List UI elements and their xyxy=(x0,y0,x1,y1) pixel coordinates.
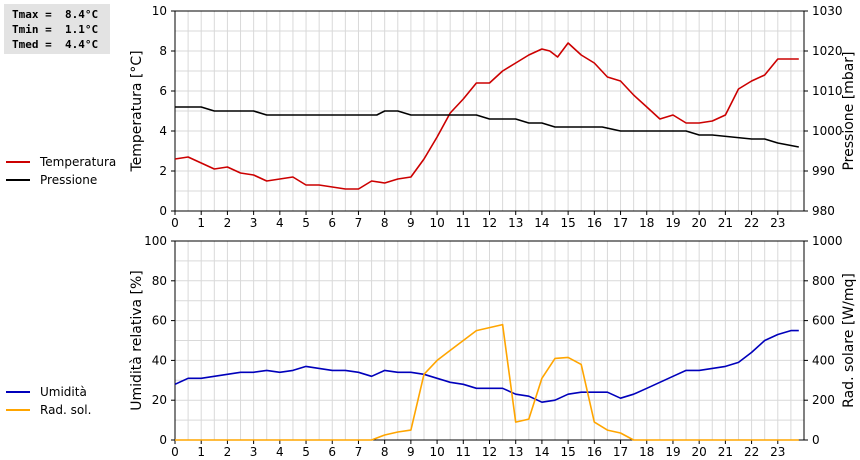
top-ytick-label: 2 xyxy=(159,164,167,178)
legend-swatch-pressione xyxy=(6,179,30,181)
top-xtick-label: 5 xyxy=(302,216,310,230)
legend-swatch-umidita xyxy=(6,391,30,393)
top-xtick-label: 20 xyxy=(692,216,707,230)
top-xtick-label: 6 xyxy=(328,216,336,230)
top-y2tick-label: 980 xyxy=(812,204,835,218)
top-y2tick-label: 1020 xyxy=(812,44,843,58)
series-line-rad-sol xyxy=(175,323,799,441)
top-xtick-label: 11 xyxy=(456,216,471,230)
bottom-y2tick-label: 800 xyxy=(812,274,835,288)
bottom-xtick-label: 8 xyxy=(381,445,389,459)
top-xtick-label: 14 xyxy=(534,216,549,230)
legend-item-umidita: Umidità xyxy=(6,384,87,400)
stat-tmin: Tmin = 1.1°C xyxy=(12,23,99,36)
bottom-ytick-label: 80 xyxy=(152,274,167,288)
bottom-xtick-label: 7 xyxy=(355,445,363,459)
top-xtick-label: 18 xyxy=(639,216,654,230)
bottom-xtick-label: 13 xyxy=(508,445,523,459)
top-ytick-label: 0 xyxy=(159,204,167,218)
top-xtick-label: 23 xyxy=(770,216,785,230)
bottom-y2tick-label: 1000 xyxy=(812,234,843,248)
legend-swatch-rad-sol xyxy=(6,409,30,411)
bottom-xtick-label: 16 xyxy=(587,445,602,459)
top-xtick-label: 13 xyxy=(508,216,523,230)
bottom-y2tick-label: 600 xyxy=(812,314,835,328)
top-xtick-label: 1 xyxy=(197,216,205,230)
bottom-y2label: Rad. solare [W/mq] xyxy=(841,273,857,408)
stat-tmax: Tmax = 8.4°C xyxy=(12,8,99,21)
bottom-ytick-label: 100 xyxy=(144,234,167,248)
top-ytick-label: 6 xyxy=(159,84,167,98)
bottom-ytick-label: 20 xyxy=(152,393,167,407)
top-ytick-label: 10 xyxy=(152,4,167,18)
bottom-xtick-label: 1 xyxy=(197,445,205,459)
bottom-ytick-label: 0 xyxy=(159,433,167,447)
series-line-pressione xyxy=(175,106,799,148)
bottom-xtick-label: 12 xyxy=(482,445,497,459)
legend-swatch-temperatura xyxy=(6,161,30,163)
top-y2tick-label: 1000 xyxy=(812,124,843,138)
bottom-y2tick-label: 400 xyxy=(812,353,835,367)
legend-label-rad-sol: Rad. sol. xyxy=(40,403,92,417)
top-xtick-label: 4 xyxy=(276,216,284,230)
bottom-xtick-label: 22 xyxy=(744,445,759,459)
top-xtick-label: 8 xyxy=(381,216,389,230)
bottom-y2tick-label: 0 xyxy=(812,433,820,447)
top-xtick-label: 9 xyxy=(407,216,415,230)
top-xtick-label: 16 xyxy=(587,216,602,230)
top-xtick-label: 19 xyxy=(665,216,680,230)
bottom-xtick-label: 0 xyxy=(171,445,179,459)
top-xtick-label: 22 xyxy=(744,216,759,230)
top-xtick-label: 3 xyxy=(250,216,258,230)
top-xtick-label: 7 xyxy=(355,216,363,230)
top-xtick-label: 10 xyxy=(429,216,444,230)
bottom-xtick-label: 2 xyxy=(224,445,232,459)
bottom-xtick-label: 9 xyxy=(407,445,415,459)
series-line-umidit xyxy=(174,329,799,404)
top-ytick-label: 4 xyxy=(159,124,167,138)
top-y2tick-label: 990 xyxy=(812,164,835,178)
bottom-xtick-label: 11 xyxy=(456,445,471,459)
top-y2tick-label: 1010 xyxy=(812,84,843,98)
legend-label-pressione: Pressione xyxy=(40,173,98,187)
top-y2label: Pressione [mbar] xyxy=(841,51,857,170)
top-xtick-label: 2 xyxy=(224,216,232,230)
top-xtick-label: 0 xyxy=(171,216,179,230)
top-ylabel: Temperatura [°C] xyxy=(129,50,145,172)
bottom-xtick-label: 14 xyxy=(534,445,549,459)
top-xtick-label: 17 xyxy=(613,216,628,230)
bottom-xtick-label: 10 xyxy=(429,445,444,459)
bottom-xtick-label: 23 xyxy=(770,445,785,459)
stats-box: Tmax = 8.4°C Tmin = 1.1°C Tmed = 4.4°C xyxy=(4,4,110,54)
legend-item-pressione: Pressione xyxy=(6,172,97,188)
bottom-xtick-label: 5 xyxy=(302,445,310,459)
bottom-xtick-label: 6 xyxy=(328,445,336,459)
bottom-xtick-label: 4 xyxy=(276,445,284,459)
bottom-y2tick-label: 200 xyxy=(812,393,835,407)
bottom-xtick-label: 20 xyxy=(692,445,707,459)
legend-item-temperatura: Temperatura xyxy=(6,154,116,170)
stat-tmed: Tmed = 4.4°C xyxy=(12,38,99,51)
bottom-xtick-label: 18 xyxy=(639,445,654,459)
bottom-xtick-label: 15 xyxy=(560,445,575,459)
bottom-xtick-label: 19 xyxy=(665,445,680,459)
top-xtick-label: 21 xyxy=(718,216,733,230)
bottom-xtick-label: 17 xyxy=(613,445,628,459)
top-xtick-label: 15 xyxy=(560,216,575,230)
bottom-ytick-label: 40 xyxy=(152,353,167,367)
top-xtick-label: 12 xyxy=(482,216,497,230)
legend-label-umidita: Umidità xyxy=(40,385,87,399)
bottom-xtick-label: 21 xyxy=(718,445,733,459)
legend-label-temperatura: Temperatura xyxy=(40,155,117,169)
bottom-ylabel: Umidità relativa [%] xyxy=(129,270,145,411)
top-ytick-label: 8 xyxy=(159,44,167,58)
legend-item-rad-sol: Rad. sol. xyxy=(6,402,91,418)
bottom-xtick-label: 3 xyxy=(250,445,258,459)
series-line-temperatura xyxy=(174,42,799,190)
top-y2tick-label: 1030 xyxy=(812,4,843,18)
bottom-ytick-label: 60 xyxy=(152,314,167,328)
